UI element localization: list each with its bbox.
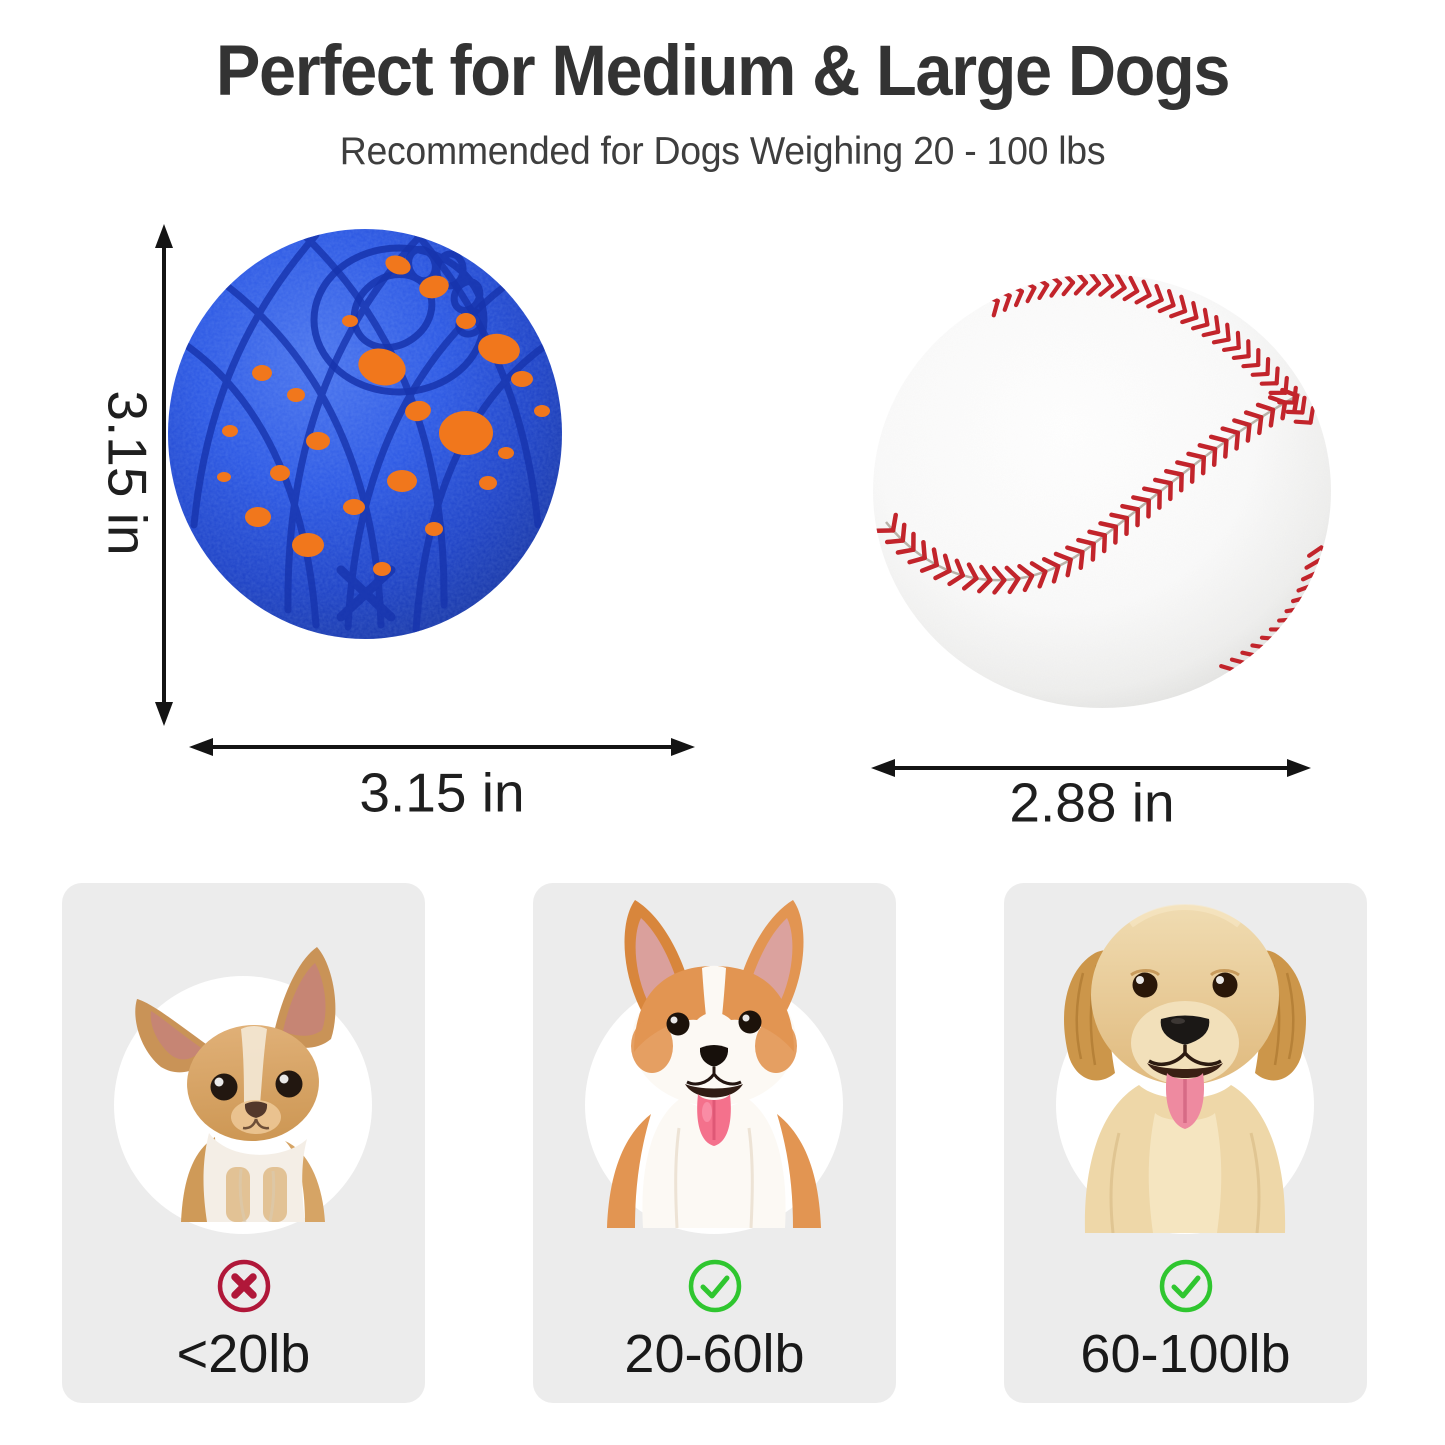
toy-ball-height-label: 3.15 in <box>96 390 159 556</box>
baseball-width-label: 2.88 in <box>1009 771 1175 834</box>
page-title: Perfect for Medium & Large Dogs <box>215 32 1231 111</box>
weight-range-label: 60-100lb <box>1080 1324 1291 1384</box>
golden-retriever-photo <box>1064 903 1306 1233</box>
toy-ball-illustration <box>168 229 562 639</box>
toy-ball-width-label: 3.15 in <box>359 761 525 824</box>
page-subtitle: Recommended for Dogs Weighing 20 - 100 l… <box>339 130 1106 173</box>
check-circle-icon <box>688 1259 741 1313</box>
size-card-golden-retriever: 60-100lb <box>1004 883 1367 1403</box>
toy-ball-width-arrow <box>189 738 695 756</box>
x-circle-icon <box>217 1259 270 1313</box>
weight-range-label: 20-60lb <box>624 1324 805 1384</box>
baseball-width-arrow <box>871 759 1311 777</box>
orange-speckles <box>217 255 550 576</box>
height-arrow <box>155 224 173 726</box>
corgi-photo <box>607 900 821 1228</box>
weight-range-label: <20lb <box>176 1324 311 1384</box>
check-circle-icon <box>1159 1259 1212 1313</box>
size-card-chihuahua: <20lb <box>62 883 425 1403</box>
chihuahua-photo <box>135 947 336 1222</box>
size-card-corgi: 20-60lb <box>533 883 896 1403</box>
baseball-illustration <box>873 274 1331 708</box>
